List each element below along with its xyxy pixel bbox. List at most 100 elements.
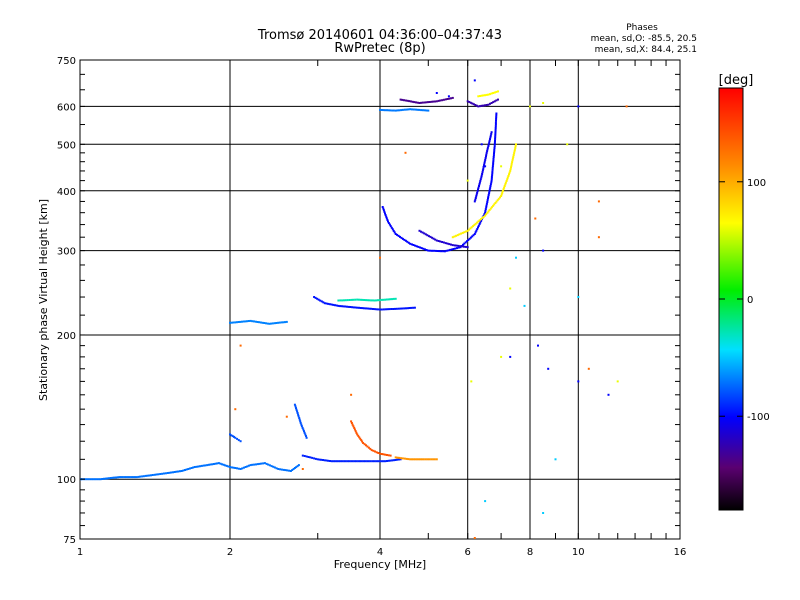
data-point	[477, 105, 480, 108]
data-point	[241, 467, 244, 470]
data-point	[279, 468, 282, 471]
y-tick-label: 400	[57, 187, 76, 198]
data-point	[426, 234, 429, 237]
data-point	[246, 465, 249, 468]
colorbar-tick-label: 100	[747, 178, 766, 189]
data-point	[386, 218, 389, 221]
data-point	[275, 467, 278, 470]
data-point	[483, 160, 486, 163]
data-point	[235, 321, 238, 324]
data-point	[482, 167, 485, 170]
data-point	[398, 456, 401, 459]
data-point	[487, 210, 490, 213]
data-point	[88, 478, 91, 481]
data-point	[425, 249, 428, 251]
data-point	[390, 226, 393, 229]
data-point	[495, 90, 498, 93]
data-point	[542, 512, 545, 514]
data-point	[502, 188, 505, 191]
data-point	[408, 100, 411, 103]
data-point	[438, 250, 441, 253]
data-point	[187, 468, 190, 470]
data-point	[200, 464, 203, 467]
data-point	[470, 380, 473, 383]
data-point	[361, 440, 364, 443]
data-point	[492, 204, 495, 207]
data-point	[493, 148, 496, 151]
data-point	[278, 321, 281, 324]
data-point	[462, 243, 464, 246]
data-point	[477, 224, 480, 227]
data-point	[487, 197, 489, 200]
data-point	[480, 94, 483, 97]
data-point	[421, 109, 424, 112]
data-point	[361, 298, 364, 301]
data-point	[493, 143, 496, 146]
data-point	[476, 190, 479, 193]
data-point	[368, 307, 371, 310]
data-point	[473, 233, 476, 235]
data-point	[616, 380, 619, 383]
data-point	[492, 157, 495, 160]
data-point	[237, 439, 240, 442]
y-axis-label: Stationary phase Virtual Height [km]	[37, 199, 50, 401]
data-point	[159, 473, 162, 475]
data-point	[439, 99, 442, 102]
data-point	[335, 304, 338, 307]
data-point	[481, 171, 484, 174]
data-point	[413, 306, 416, 309]
data-point	[268, 464, 271, 467]
data-point	[380, 460, 383, 463]
data-point	[120, 476, 123, 479]
data-point	[247, 320, 250, 322]
data-point	[483, 213, 486, 216]
data-point	[330, 460, 333, 463]
data-point	[386, 454, 388, 456]
data-point	[368, 299, 371, 302]
data-point	[153, 473, 156, 476]
data-point	[188, 467, 191, 470]
data-point	[474, 222, 477, 225]
data-point	[340, 305, 343, 308]
data-point	[488, 190, 491, 193]
data-point	[554, 458, 557, 461]
data-point	[337, 299, 340, 302]
data-point	[484, 94, 486, 97]
data-point	[491, 174, 494, 177]
data-point	[106, 477, 109, 480]
data-point	[479, 179, 482, 182]
data-point	[316, 297, 319, 300]
data-point	[403, 238, 406, 241]
data-point	[587, 367, 590, 370]
data-point	[354, 306, 357, 309]
data-point	[239, 468, 242, 470]
data-point	[480, 143, 483, 146]
data-point	[577, 105, 580, 108]
data-point	[307, 456, 310, 458]
data-point	[369, 447, 372, 450]
data-point	[360, 460, 363, 463]
data-point	[448, 97, 451, 100]
data-point	[253, 463, 256, 466]
data-point	[130, 476, 133, 479]
data-point	[446, 242, 449, 245]
data-point	[486, 150, 489, 153]
data-point	[384, 214, 387, 217]
data-point	[469, 101, 472, 104]
data-point	[457, 244, 460, 247]
data-point	[470, 226, 473, 229]
data-point	[497, 90, 499, 93]
data-point	[469, 236, 472, 239]
data-point	[298, 417, 301, 419]
data-point	[494, 130, 497, 133]
data-point	[392, 459, 395, 462]
data-point	[441, 241, 444, 243]
data-point	[468, 237, 471, 240]
data-point	[542, 249, 545, 252]
data-point	[296, 465, 299, 468]
data-point	[466, 179, 469, 182]
data-point	[367, 446, 370, 449]
data-point	[366, 445, 369, 448]
data-point	[341, 460, 344, 463]
data-point	[362, 442, 365, 444]
